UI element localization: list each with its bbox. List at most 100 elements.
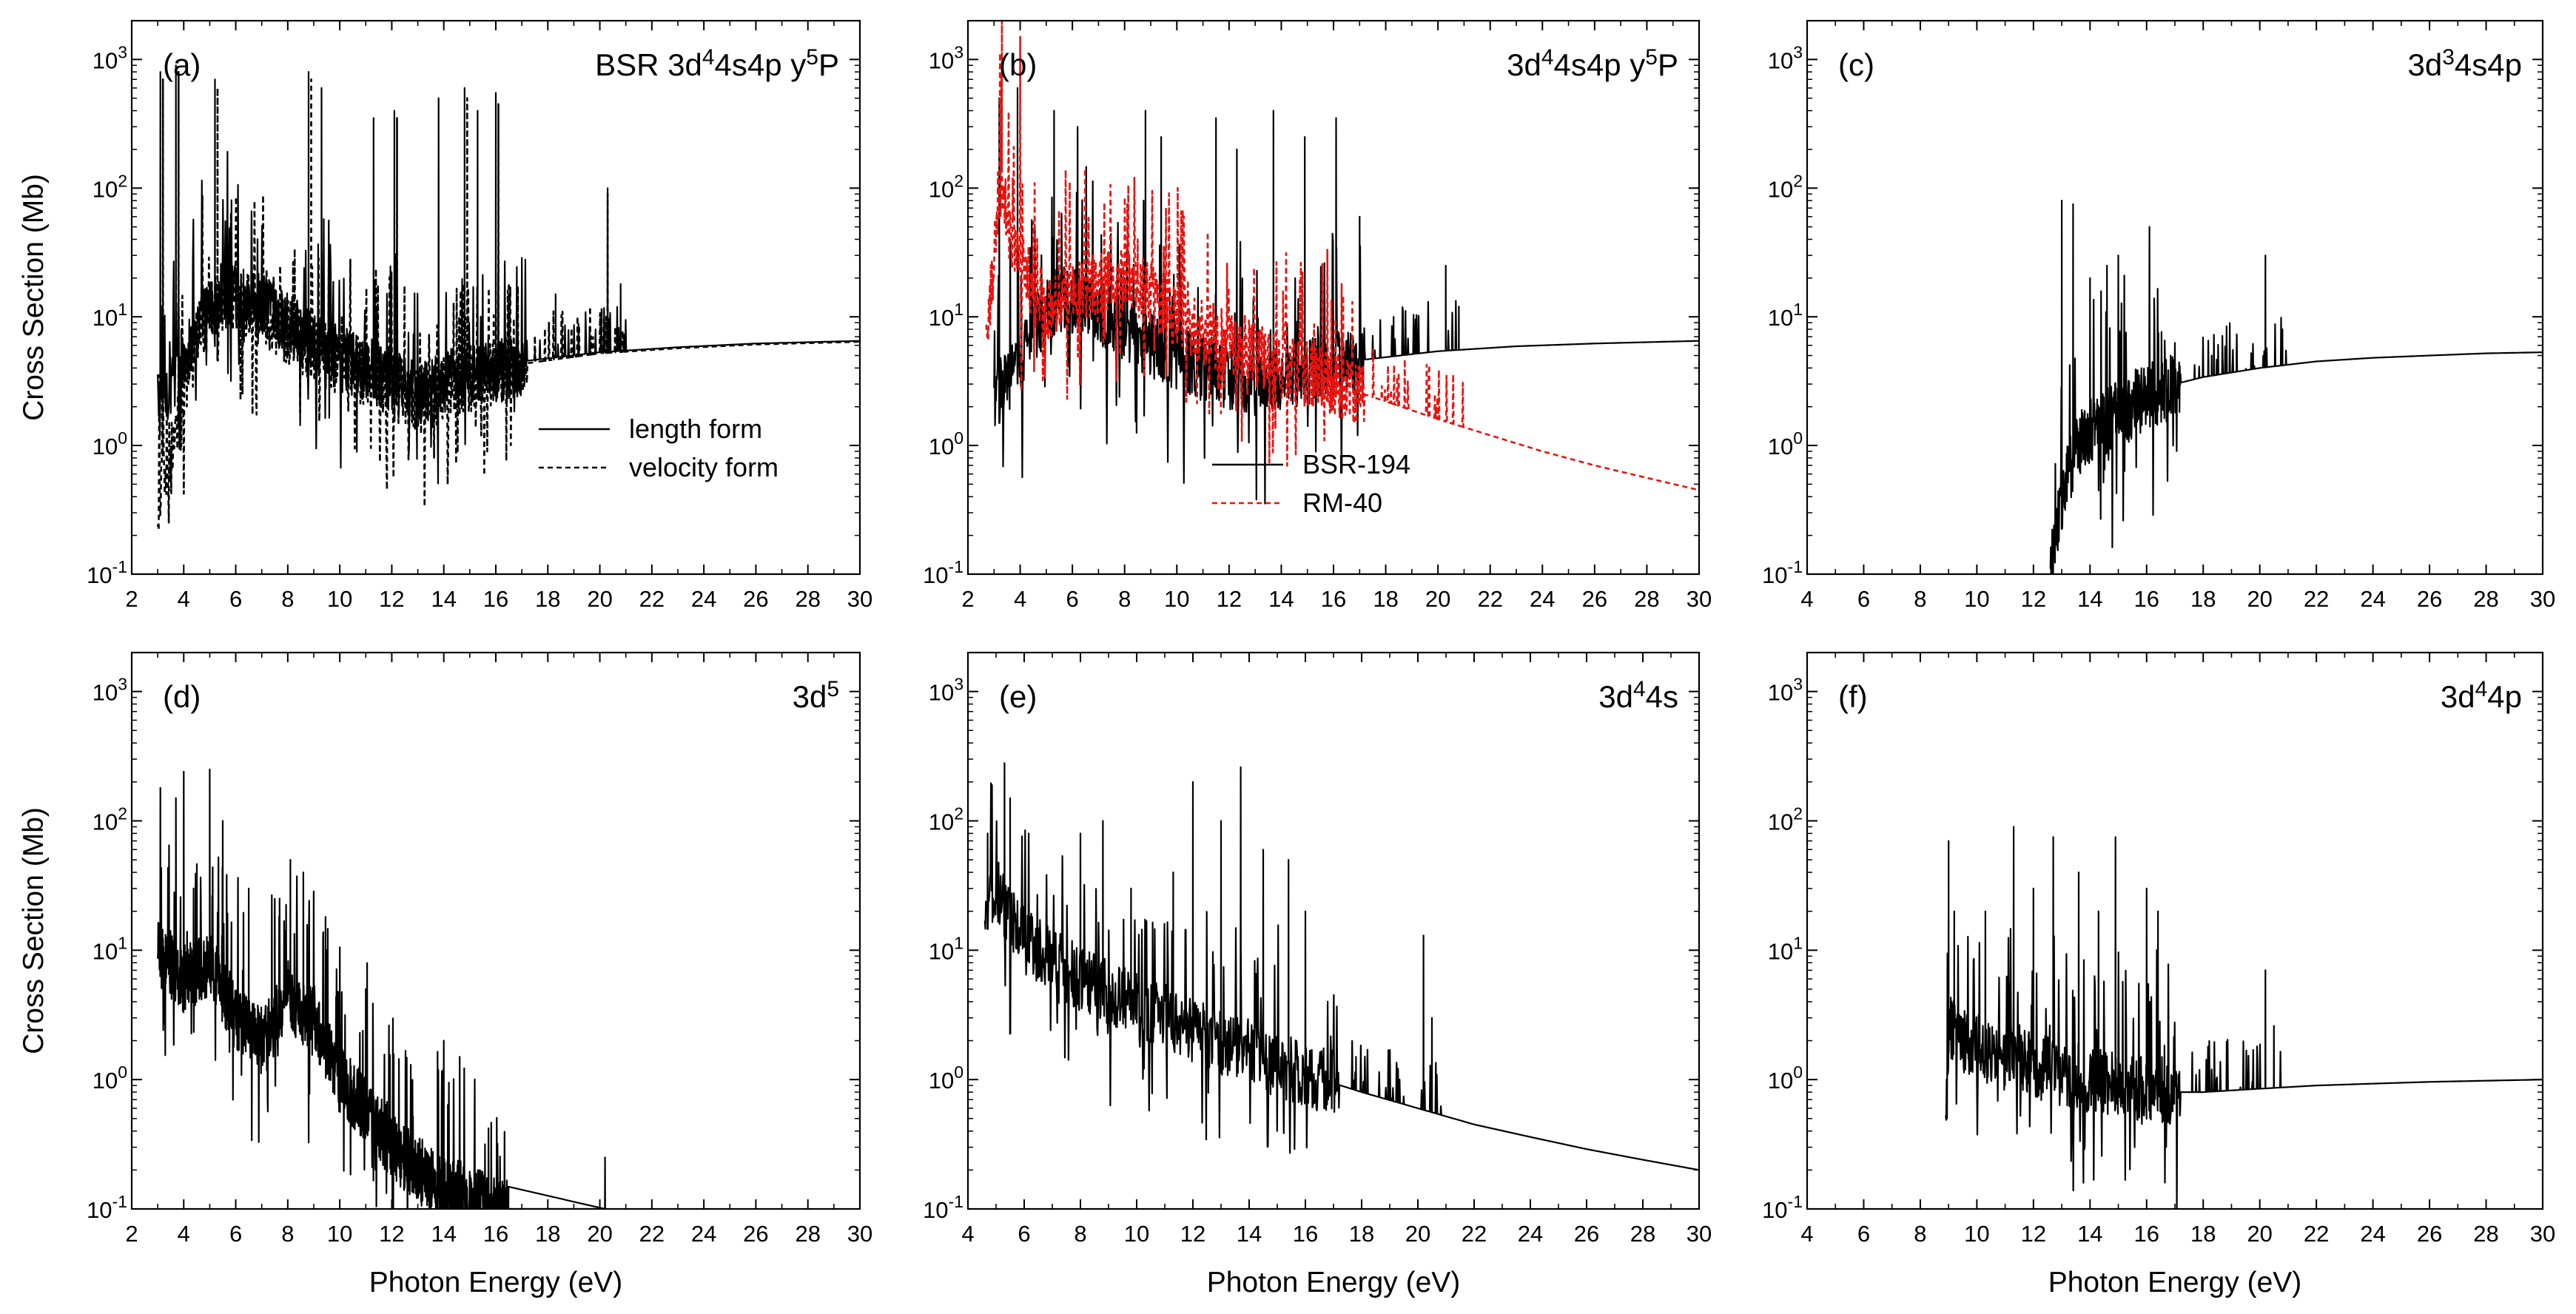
x-tick-label-a-2: 2	[125, 586, 138, 612]
x-tick-label-e-8: 8	[1074, 1221, 1086, 1247]
plot-area-c	[2049, 200, 2543, 574]
x-tick-label-b-28: 28	[1634, 586, 1659, 612]
plot-area-d	[157, 768, 606, 1209]
panel-title-b: 3d44s4p y5P	[1507, 45, 1678, 82]
x-tick-label-b-2: 2	[961, 586, 974, 612]
x-tick-label-c-20: 20	[2247, 586, 2272, 612]
x-tick-label-f-12: 12	[2021, 1221, 2046, 1247]
x-tick-label-f-16: 16	[2134, 1221, 2159, 1247]
panel-e: 4 6 8 10 12 14 16 18 20 22 24 26 28 30 10-1 100 101 102 10…	[923, 651, 1712, 1298]
panel-label-f: (f)	[1838, 679, 1868, 714]
x-tick-label-e-28: 28	[1630, 1221, 1655, 1247]
x-tick-label-f-30: 30	[2530, 1221, 2555, 1247]
x-tick-label-c-26: 26	[2417, 586, 2442, 612]
x-tick-label-a-4: 4	[178, 586, 190, 612]
plot-frame-f	[1806, 651, 2544, 1210]
x-tick-label-b-22: 22	[1477, 586, 1502, 612]
panel-a: 2 4 6 8 10 12 14 16 18 20 22 24 26 28 3010-11001011021…	[18, 19, 872, 612]
x-tick-label-b-18: 18	[1373, 586, 1398, 612]
plot-area-a	[156, 64, 860, 531]
legend-label-a-2: velocity form	[629, 452, 778, 482]
x-tick-label-c-8: 8	[1914, 586, 1926, 612]
panel-f: 4 6 8 10 12 14 16 18 20 22 24 26 28 30 10-1 100 101 102 10…	[1762, 651, 2555, 1298]
y-tick-label-e-2: 102	[929, 803, 964, 835]
x-tick-label-b-24: 24	[1530, 586, 1555, 612]
series-line-e-1	[983, 762, 1699, 1171]
x-tick-label-d-22: 22	[639, 1221, 665, 1247]
x-tick-label-f-10: 10	[1964, 1221, 1989, 1247]
x-tick-label-d-30: 30	[847, 1221, 872, 1247]
x-tick-label-f-14: 14	[2077, 1221, 2102, 1247]
y-tick-label-c-3: 103	[1768, 42, 1803, 73]
x-tick-label-a-30: 30	[847, 586, 872, 612]
panel-title-c: 3d34s4p	[2408, 45, 2522, 82]
y-tick-label-b-3: 103	[929, 42, 964, 73]
x-tick-label-e-18: 18	[1349, 1221, 1374, 1247]
x-tick-label-e-30: 30	[1686, 1221, 1712, 1247]
x-tick-label-b-12: 12	[1217, 586, 1242, 612]
x-axis-title-f: Photon Energy (eV)	[2048, 1267, 2302, 1298]
x-tick-label-e-12: 12	[1180, 1221, 1205, 1247]
x-tick-label-a-24: 24	[691, 586, 716, 612]
x-tick-label-b-6: 6	[1066, 586, 1079, 612]
x-tick-label-f-18: 18	[2190, 1221, 2216, 1247]
x-tick-label-b-26: 26	[1582, 586, 1607, 612]
plot-frame-e	[966, 651, 1701, 1210]
panel-c: 4 6 8 10 12 14 16 18 20 22 24 26 28 30 10-1 100 101 102 10…	[1762, 19, 2555, 612]
x-tick-label-e-24: 24	[1518, 1221, 1543, 1247]
x-axis-title-d: Photon Energy (eV)	[369, 1267, 623, 1298]
series-line-b-1	[993, 87, 1699, 505]
panel-label-a: (a)	[163, 47, 201, 82]
x-tick-label-d-2: 2	[125, 1221, 138, 1247]
panel-d: 2 4 6 8 10 12 14 16 18 20 22 24 26 28 3010-11001011021…	[18, 651, 872, 1298]
y-tick-label-e-1: 101	[929, 933, 964, 964]
x-tick-label-b-8: 8	[1118, 586, 1131, 612]
plot-area-b	[985, 21, 1699, 505]
series-line-c-1	[2049, 200, 2543, 574]
y-tick-label-d-0: 100	[93, 1062, 127, 1094]
x-tick-label-a-26: 26	[743, 586, 768, 612]
y-tick-label-c-1: 101	[1768, 300, 1803, 331]
x-tick-label-d-12: 12	[379, 1221, 404, 1247]
x-tick-label-a-14: 14	[431, 586, 456, 612]
x-tick-label-c-6: 6	[1857, 586, 1870, 612]
legend-label-b-1: BSR-194	[1302, 449, 1410, 479]
y-tick-label-d-2: 102	[93, 803, 127, 835]
x-tick-label-d-14: 14	[431, 1221, 456, 1247]
y-tick-label-a-3: 103	[93, 42, 127, 73]
x-tick-label-a-28: 28	[795, 586, 820, 612]
x-tick-label-c-18: 18	[2190, 586, 2216, 612]
x-axis-title-e: Photon Energy (eV)	[1207, 1267, 1461, 1298]
legend-label-a-1: length form	[629, 414, 762, 444]
panel-b: 2 4 6 8 10 12 14 16 18 20 22 24 26 28 3010-11001011021…	[923, 19, 1712, 612]
y-axis-title-d: Cross Section (Mb)	[18, 807, 50, 1054]
panel-title-f: 3d44p	[2441, 677, 2522, 714]
x-tick-label-d-20: 20	[587, 1221, 612, 1247]
series-line-b-2	[985, 21, 1699, 491]
x-tick-label-d-26: 26	[743, 1221, 768, 1247]
x-tick-label-e-10: 10	[1124, 1221, 1149, 1247]
plot-frame-d	[130, 651, 861, 1210]
x-tick-label-c-24: 24	[2360, 586, 2385, 612]
x-tick-label-b-20: 20	[1425, 586, 1450, 612]
panel-label-d: (d)	[163, 679, 201, 714]
x-tick-label-a-18: 18	[535, 586, 560, 612]
x-tick-label-e-16: 16	[1293, 1221, 1318, 1247]
series-line-d-1	[157, 768, 606, 1209]
x-tick-label-f-6: 6	[1857, 1221, 1870, 1247]
y-tick-label-b-2: 102	[929, 171, 964, 202]
y-tick-label-c-0: 100	[1768, 428, 1803, 459]
y-tick-label-a-1: 101	[93, 300, 127, 331]
x-tick-label-f-20: 20	[2247, 1221, 2272, 1247]
x-tick-label-f-28: 28	[2473, 1221, 2498, 1247]
x-tick-label-f-24: 24	[2360, 1221, 2385, 1247]
x-tick-label-c-28: 28	[2473, 586, 2498, 612]
y-tick-label-c-2: 102	[1768, 171, 1803, 202]
y-tick-label-f-3: 103	[1768, 675, 1803, 706]
panel-label-e: (e)	[999, 679, 1037, 714]
x-tick-label-d-10: 10	[327, 1221, 352, 1247]
y-tick-label-b--1: 10-1	[923, 557, 964, 588]
x-tick-label-a-8: 8	[281, 586, 294, 612]
x-tick-label-e-22: 22	[1462, 1221, 1487, 1247]
y-tick-label-d-3: 103	[93, 675, 127, 706]
